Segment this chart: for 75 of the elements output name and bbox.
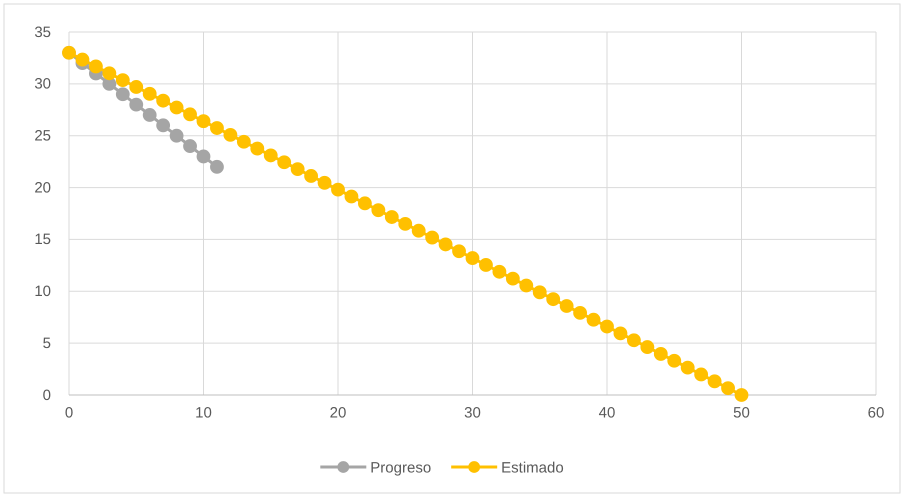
point xyxy=(600,320,614,334)
point xyxy=(479,258,493,272)
point xyxy=(358,196,372,210)
point xyxy=(586,312,600,327)
point xyxy=(398,216,412,231)
point xyxy=(76,52,90,66)
point xyxy=(129,98,144,112)
point xyxy=(344,190,358,204)
point xyxy=(667,354,682,368)
point xyxy=(506,272,520,286)
point xyxy=(102,66,116,80)
y-tick-label: 20 xyxy=(34,179,51,196)
point xyxy=(680,360,695,375)
point xyxy=(519,278,534,292)
point xyxy=(371,203,386,218)
point xyxy=(170,100,184,114)
point xyxy=(734,388,748,402)
point xyxy=(290,162,305,176)
point xyxy=(546,292,560,306)
point xyxy=(708,374,722,388)
point xyxy=(466,251,480,265)
point xyxy=(412,224,426,238)
point xyxy=(452,244,466,258)
point xyxy=(654,347,668,361)
point xyxy=(425,230,440,244)
y-tick-label: 0 xyxy=(42,386,51,404)
point xyxy=(183,139,197,153)
point xyxy=(384,210,399,224)
point xyxy=(304,169,318,183)
y-tick-label: 25 xyxy=(34,128,51,145)
point xyxy=(196,150,210,164)
x-tick-label: 10 xyxy=(195,404,212,422)
legend-label: Estimado xyxy=(501,459,564,476)
point xyxy=(142,108,157,122)
point xyxy=(318,176,332,190)
point xyxy=(116,73,130,88)
point xyxy=(560,299,574,313)
point xyxy=(88,60,103,74)
x-tick-label: 20 xyxy=(330,404,346,422)
x-tick-label: 0 xyxy=(64,404,74,422)
point xyxy=(331,182,345,197)
point xyxy=(223,128,238,142)
point xyxy=(156,118,170,132)
point xyxy=(721,381,735,396)
x-tick-label: 50 xyxy=(733,404,750,422)
y-tick-label: 10 xyxy=(34,283,51,300)
x-tick-label: 60 xyxy=(868,404,884,422)
point xyxy=(156,94,170,108)
point xyxy=(210,160,224,174)
point xyxy=(573,306,588,320)
y-tick-label: 35 xyxy=(34,24,51,41)
point xyxy=(210,121,224,135)
point xyxy=(142,86,157,101)
point xyxy=(694,368,708,382)
point xyxy=(250,142,264,156)
point xyxy=(438,238,453,252)
point xyxy=(640,340,654,354)
point xyxy=(614,326,628,340)
point xyxy=(264,148,278,162)
legend-label: Progreso xyxy=(370,459,432,476)
point xyxy=(183,107,197,122)
point xyxy=(236,134,251,149)
y-tick-label: 30 xyxy=(34,76,51,93)
point xyxy=(196,114,210,128)
point xyxy=(626,333,641,348)
y-tick-label: 15 xyxy=(34,231,51,248)
x-tick-label: 30 xyxy=(464,404,481,422)
x-tick-label: 40 xyxy=(598,404,616,422)
point xyxy=(277,155,292,170)
point xyxy=(170,128,184,143)
y-tick-label: 5 xyxy=(42,334,51,352)
point xyxy=(129,80,144,94)
point xyxy=(532,285,547,300)
point xyxy=(492,264,506,279)
point xyxy=(116,87,130,102)
